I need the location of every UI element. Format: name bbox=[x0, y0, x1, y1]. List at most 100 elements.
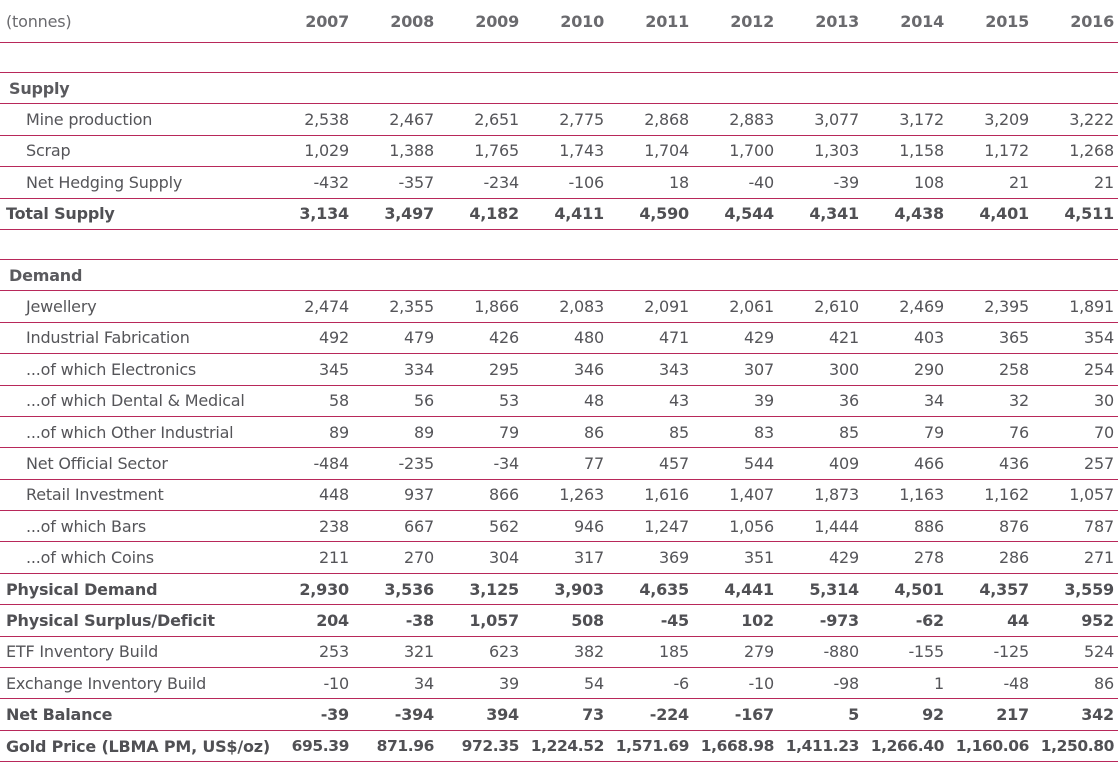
value-cell: 2,775 bbox=[523, 103, 608, 136]
header-row: (tonnes) 2007 2008 2009 2010 2011 2012 2… bbox=[0, 0, 1118, 43]
value-cell: 421 bbox=[778, 322, 863, 355]
demand-section-heading: Demand bbox=[0, 259, 1118, 292]
value-cell: -234 bbox=[438, 166, 523, 199]
value-cell: 5,314 bbox=[778, 573, 863, 606]
value-cell: 56 bbox=[353, 385, 438, 417]
value-cell: 345 bbox=[268, 353, 353, 386]
value-cell: 508 bbox=[523, 604, 608, 637]
year-header: 2016 bbox=[1033, 0, 1118, 43]
value-cell: 342 bbox=[1033, 698, 1118, 731]
spacer-row bbox=[0, 42, 1118, 73]
value-cell: 3,497 bbox=[353, 198, 438, 230]
value-cell: 5 bbox=[778, 698, 863, 731]
row-label: Total Supply bbox=[0, 198, 268, 230]
value-cell: 3,536 bbox=[353, 573, 438, 606]
value-cell: 271 bbox=[1033, 541, 1118, 574]
value-cell: 2,355 bbox=[353, 290, 438, 323]
value-cell: 53 bbox=[438, 385, 523, 417]
value-cell: 39 bbox=[438, 667, 523, 700]
value-cell: 876 bbox=[948, 510, 1033, 543]
value-cell: 1,162 bbox=[948, 479, 1033, 512]
value-cell: 946 bbox=[523, 510, 608, 543]
value-cell: 4,590 bbox=[608, 198, 693, 230]
row-label: Physical Demand bbox=[0, 573, 268, 606]
value-cell: 92 bbox=[863, 698, 948, 731]
value-cell: 54 bbox=[523, 667, 608, 700]
value-cell: 43 bbox=[608, 385, 693, 417]
value-cell: 394 bbox=[438, 698, 523, 731]
value-cell: 1,765 bbox=[438, 135, 523, 168]
value-cell: 3,209 bbox=[948, 103, 1033, 136]
value-cell: 73 bbox=[523, 698, 608, 731]
value-cell: 4,401 bbox=[948, 198, 1033, 230]
table-row: ...of which Bars 238 667 562 946 1,247 1,056 1,… bbox=[0, 510, 1118, 543]
value-cell: 3,222 bbox=[1033, 103, 1118, 136]
value-cell: -167 bbox=[693, 698, 778, 731]
value-cell: 492 bbox=[268, 322, 353, 355]
year-header: 2009 bbox=[438, 0, 523, 43]
table-row: Scrap 1,029 1,388 1,765 1,743 1,704 1,700 1,303… bbox=[0, 135, 1118, 168]
value-cell: -40 bbox=[693, 166, 778, 199]
value-cell: 217 bbox=[948, 698, 1033, 731]
value-cell: -34 bbox=[438, 447, 523, 480]
table-row: Retail Investment 448 937 866 1,263 1,616 1,40… bbox=[0, 479, 1118, 512]
value-cell: -48 bbox=[948, 667, 1033, 700]
value-cell: 258 bbox=[948, 353, 1033, 386]
value-cell: -357 bbox=[353, 166, 438, 199]
year-header: 2010 bbox=[523, 0, 608, 43]
value-cell: 4,341 bbox=[778, 198, 863, 230]
value-cell: 89 bbox=[353, 416, 438, 449]
value-cell: 457 bbox=[608, 447, 693, 480]
value-cell: 1,160.06 bbox=[948, 730, 1033, 762]
value-cell: 1,743 bbox=[523, 135, 608, 168]
value-cell: -98 bbox=[778, 667, 863, 700]
physical-demand-row: Physical Demand 2,930 3,536 3,125 3,903 4,635… bbox=[0, 573, 1118, 606]
gold-price-row: Gold Price (LBMA PM, US$/oz) 695.39 871.96… bbox=[0, 730, 1118, 762]
row-label: ...of which Electronics bbox=[0, 353, 268, 386]
value-cell: 89 bbox=[268, 416, 353, 449]
value-cell: 21 bbox=[948, 166, 1033, 199]
value-cell: 787 bbox=[1033, 510, 1118, 543]
value-cell: 1,866 bbox=[438, 290, 523, 323]
value-cell: 270 bbox=[353, 541, 438, 574]
value-cell: 436 bbox=[948, 447, 1033, 480]
value-cell: 39 bbox=[693, 385, 778, 417]
value-cell: 1,056 bbox=[693, 510, 778, 543]
value-cell: 1,303 bbox=[778, 135, 863, 168]
value-cell: 1,224.52 bbox=[523, 730, 608, 762]
value-cell: 85 bbox=[778, 416, 863, 449]
value-cell: 290 bbox=[863, 353, 948, 386]
value-cell: 426 bbox=[438, 322, 523, 355]
table-row: Net Official Sector -484 -235 -34 77 457 544 40… bbox=[0, 447, 1118, 480]
row-label: Gold Price (LBMA PM, US$/oz) bbox=[0, 730, 270, 762]
value-cell: 466 bbox=[863, 447, 948, 480]
value-cell: 211 bbox=[268, 541, 353, 574]
row-label: Net Official Sector bbox=[0, 447, 268, 480]
value-cell: 34 bbox=[353, 667, 438, 700]
value-cell: 1,158 bbox=[863, 135, 948, 168]
value-cell: 1,700 bbox=[693, 135, 778, 168]
value-cell: 278 bbox=[863, 541, 948, 574]
year-header: 2013 bbox=[778, 0, 863, 43]
value-cell: 343 bbox=[608, 353, 693, 386]
row-label: ...of which Other Industrial bbox=[0, 416, 268, 449]
row-label: Scrap bbox=[0, 135, 268, 168]
value-cell: 204 bbox=[268, 604, 353, 637]
value-cell: 351 bbox=[693, 541, 778, 574]
value-cell: -155 bbox=[863, 636, 948, 669]
value-cell: 1,268 bbox=[1033, 135, 1118, 168]
value-cell: 480 bbox=[523, 322, 608, 355]
year-header: 2014 bbox=[863, 0, 948, 43]
value-cell: 4,635 bbox=[608, 573, 693, 606]
value-cell: 300 bbox=[778, 353, 863, 386]
value-cell: -880 bbox=[778, 636, 863, 669]
value-cell: 1,407 bbox=[693, 479, 778, 512]
value-cell: 70 bbox=[1033, 416, 1118, 449]
value-cell: 382 bbox=[523, 636, 608, 669]
value-cell: 3,077 bbox=[778, 103, 863, 136]
table-row: Industrial Fabrication 492 479 426 480 471 429… bbox=[0, 322, 1118, 355]
value-cell: 1,250.80 bbox=[1033, 730, 1118, 762]
value-cell: 429 bbox=[693, 322, 778, 355]
value-cell: -39 bbox=[268, 698, 353, 731]
value-cell: 562 bbox=[438, 510, 523, 543]
